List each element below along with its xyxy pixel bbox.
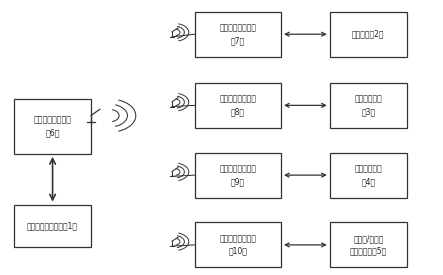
Text: 第三无线通信模块
（8）: 第三无线通信模块 （8） (220, 95, 256, 116)
Bar (14, 99, 91, 154)
Text: 声呐模块（2）: 声呐模块（2） (352, 30, 385, 39)
Bar (195, 83, 281, 128)
Bar (330, 222, 407, 268)
Bar (195, 153, 281, 198)
Text: 第二无线通信模块
（7）: 第二无线通信模块 （7） (220, 23, 256, 45)
Bar (330, 12, 407, 57)
Text: 第一无线通信模块
（6）: 第一无线通信模块 （6） (34, 116, 72, 137)
Text: 第五无线通信模块
（10）: 第五无线通信模块 （10） (220, 234, 256, 256)
Bar (330, 153, 407, 198)
Text: 惯性测量模块
（3）: 惯性测量模块 （3） (354, 95, 382, 116)
Bar (195, 222, 281, 268)
Text: 第四无线通信模块
（9）: 第四无线通信模块 （9） (220, 164, 256, 186)
Bar (330, 83, 407, 128)
Text: 可见光/红外光
记录仪模块（5）: 可见光/红外光 记录仪模块（5） (350, 234, 387, 256)
Text: 数据采集控制模块（1）: 数据采集控制模块（1） (27, 221, 78, 230)
Bar (14, 205, 91, 247)
Text: 地磁测量模块
（4）: 地磁测量模块 （4） (354, 164, 382, 186)
Bar (195, 12, 281, 57)
